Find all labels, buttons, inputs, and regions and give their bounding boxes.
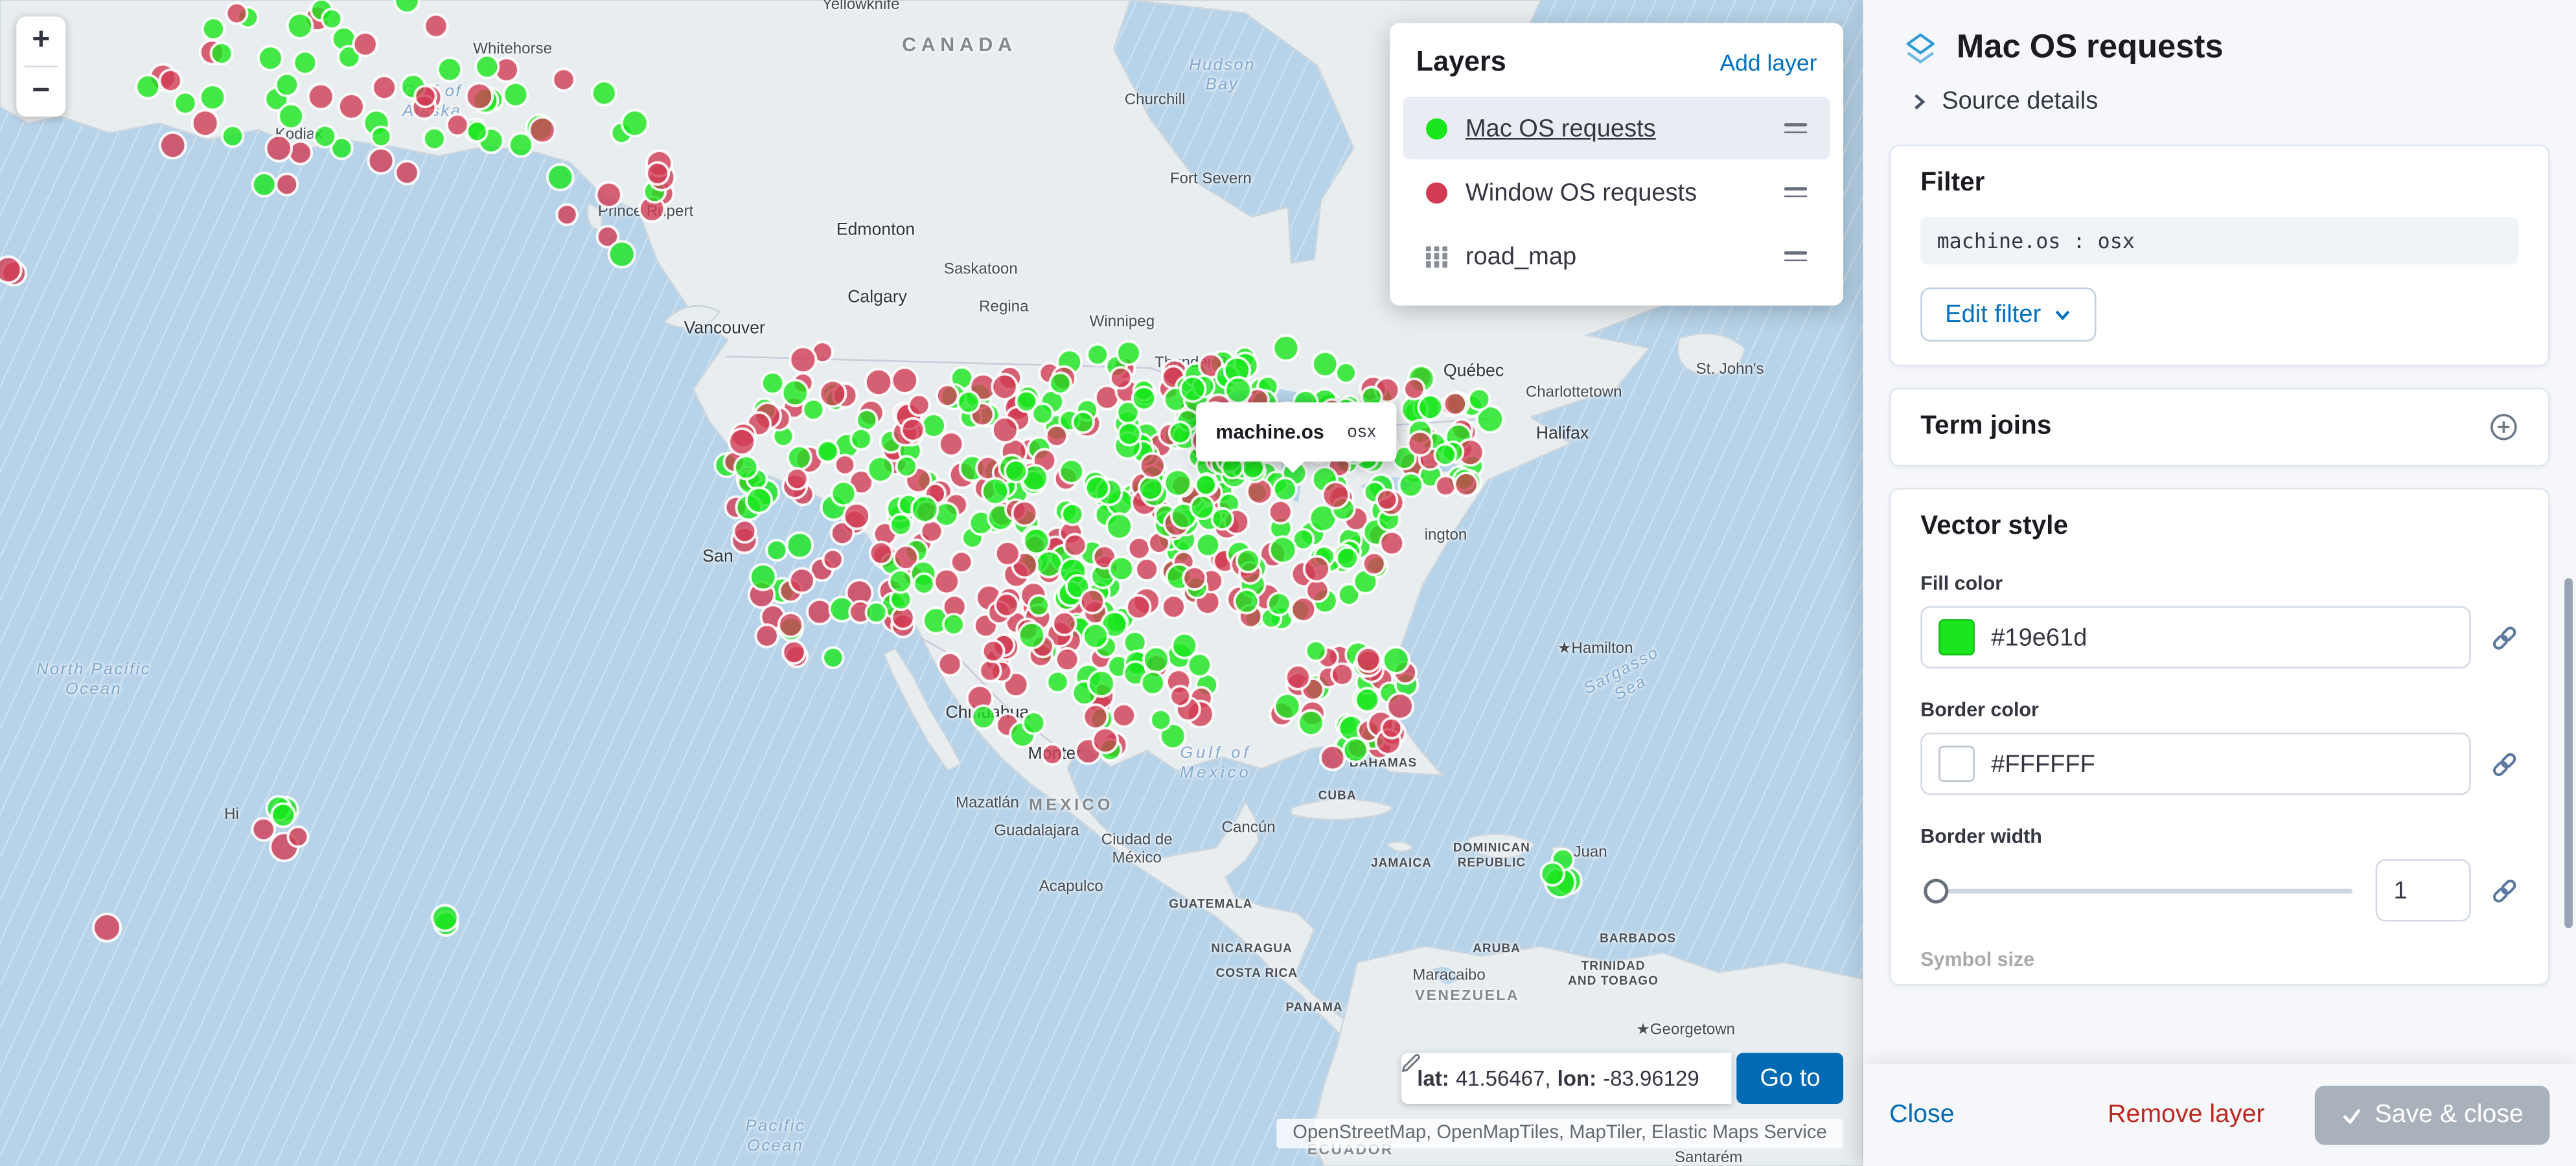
slider-track — [1924, 888, 2353, 894]
border-width-slider[interactable] — [1920, 859, 2356, 921]
coordinates-display[interactable]: lat: 41.56467, lon: -83.96129 — [1400, 1053, 1732, 1104]
layers-panel: Layers Add layer Mac OS requests Window O… — [1390, 23, 1844, 306]
border-color-input[interactable]: #FFFFFF — [1920, 732, 2471, 795]
border-width-link-icon[interactable] — [2490, 876, 2518, 904]
border-color-label: Border color — [1920, 698, 2039, 722]
layer-item-label: Mac OS requests — [1465, 114, 1656, 143]
maps-layer-icon — [1902, 30, 1938, 67]
layer-item-mac-os-requests[interactable]: Mac OS requests — [1403, 97, 1830, 159]
border-color-swatch — [1938, 746, 1975, 782]
save-close-label: Save & close — [2375, 1100, 2524, 1129]
drag-handle-icon[interactable] — [1784, 122, 1808, 134]
lon-label: lon: — [1557, 1066, 1597, 1091]
lat-label: lat: — [1417, 1066, 1449, 1091]
map-canvas[interactable]: Yellowknife CANADA Whitehorse Churchill Huds… — [0, 0, 1863, 1166]
layer-settings-panel: Mac OS requests Source details Filter ma… — [1863, 0, 2576, 1166]
filter-query: machine.os : osx — [1920, 216, 2519, 265]
panel-scrollbar[interactable] — [2564, 578, 2573, 928]
layers-list: Mac OS requests Window OS requests road_ma… — [1390, 97, 1843, 288]
term-joins-card: Term joins — [1889, 387, 2550, 467]
border-color-link-icon[interactable] — [2490, 750, 2518, 778]
fill-color-swatch — [1938, 619, 1975, 656]
term-joins-heading: Term joins — [1920, 412, 2052, 440]
fill-color-label: Fill color — [1920, 571, 2003, 595]
fill-color-link-icon[interactable] — [2490, 623, 2518, 651]
border-width-label: Border width — [1920, 824, 2042, 848]
layer-color-dot-icon — [1425, 117, 1447, 139]
layers-panel-title: Layers — [1416, 45, 1506, 78]
filter-heading: Filter — [1920, 169, 1985, 198]
goto-button[interactable]: Go to — [1737, 1053, 1844, 1104]
panel-title: Mac OS requests — [1957, 29, 2224, 66]
chevron-down-icon — [2054, 306, 2073, 324]
fill-color-input[interactable]: #19e61d — [1920, 606, 2471, 669]
add-term-join-icon[interactable] — [2489, 412, 2519, 442]
filter-card: Filter machine.os : osx Edit filter — [1889, 144, 2550, 367]
edit-filter-button[interactable]: Edit filter — [1920, 287, 2097, 342]
zoom-in-button[interactable]: + — [32, 23, 51, 58]
vector-style-card: Vector style Fill color #19e61d Border c… — [1889, 488, 2550, 986]
symbol-size-label: Symbol size — [1920, 948, 2035, 971]
layer-color-dot-icon — [1425, 181, 1447, 203]
slider-thumb[interactable] — [1924, 878, 1949, 904]
source-details-toggle[interactable]: Source details — [1909, 87, 2536, 115]
vector-style-heading: Vector style — [1920, 512, 2069, 541]
close-button[interactable]: Close — [1889, 1100, 1955, 1129]
edit-filter-label: Edit filter — [1945, 301, 2041, 329]
drag-handle-icon[interactable] — [1784, 251, 1808, 262]
zoom-control: + − — [16, 16, 66, 117]
layer-item-window-os-requests[interactable]: Window OS requests — [1403, 161, 1830, 223]
remove-layer-button[interactable]: Remove layer — [2108, 1100, 2265, 1129]
zoom-out-button[interactable]: − — [32, 74, 51, 109]
layer-item-label: road_map — [1465, 242, 1577, 271]
map-tooltip: machine.os osx — [1195, 402, 1397, 474]
map-attribution: OpenStreetMap, OpenMapTiles, MapTiler, E… — [1276, 1118, 1844, 1149]
lon-value: -83.96129 — [1603, 1066, 1699, 1091]
border-color-value: #FFFFFF — [1991, 749, 2095, 778]
border-width-value-input[interactable] — [2375, 859, 2471, 922]
add-layer-link[interactable]: Add layer — [1719, 49, 1817, 76]
layer-item-label: Window OS requests — [1465, 178, 1697, 207]
tooltip-field-name: machine.os — [1215, 420, 1324, 444]
chevron-right-icon — [1909, 91, 1928, 111]
source-details-label: Source details — [1942, 87, 2099, 115]
goto-coordinates-bar: lat: 41.56467, lon: -83.96129 Go to — [1400, 1053, 1844, 1104]
drag-handle-icon[interactable] — [1784, 187, 1808, 198]
tooltip-field-value: osx — [1347, 422, 1377, 442]
lat-value: 41.56467, — [1455, 1066, 1551, 1091]
fill-color-value: #19e61d — [1991, 623, 2087, 652]
tile-grid-icon — [1425, 246, 1447, 268]
layer-item-road-map[interactable]: road_map — [1403, 225, 1830, 287]
check-icon — [2340, 1104, 2362, 1126]
panel-footer: Close Remove layer Save & close — [1863, 1064, 2576, 1166]
save-close-button[interactable]: Save & close — [2314, 1086, 2550, 1145]
zoom-divider — [25, 65, 58, 67]
